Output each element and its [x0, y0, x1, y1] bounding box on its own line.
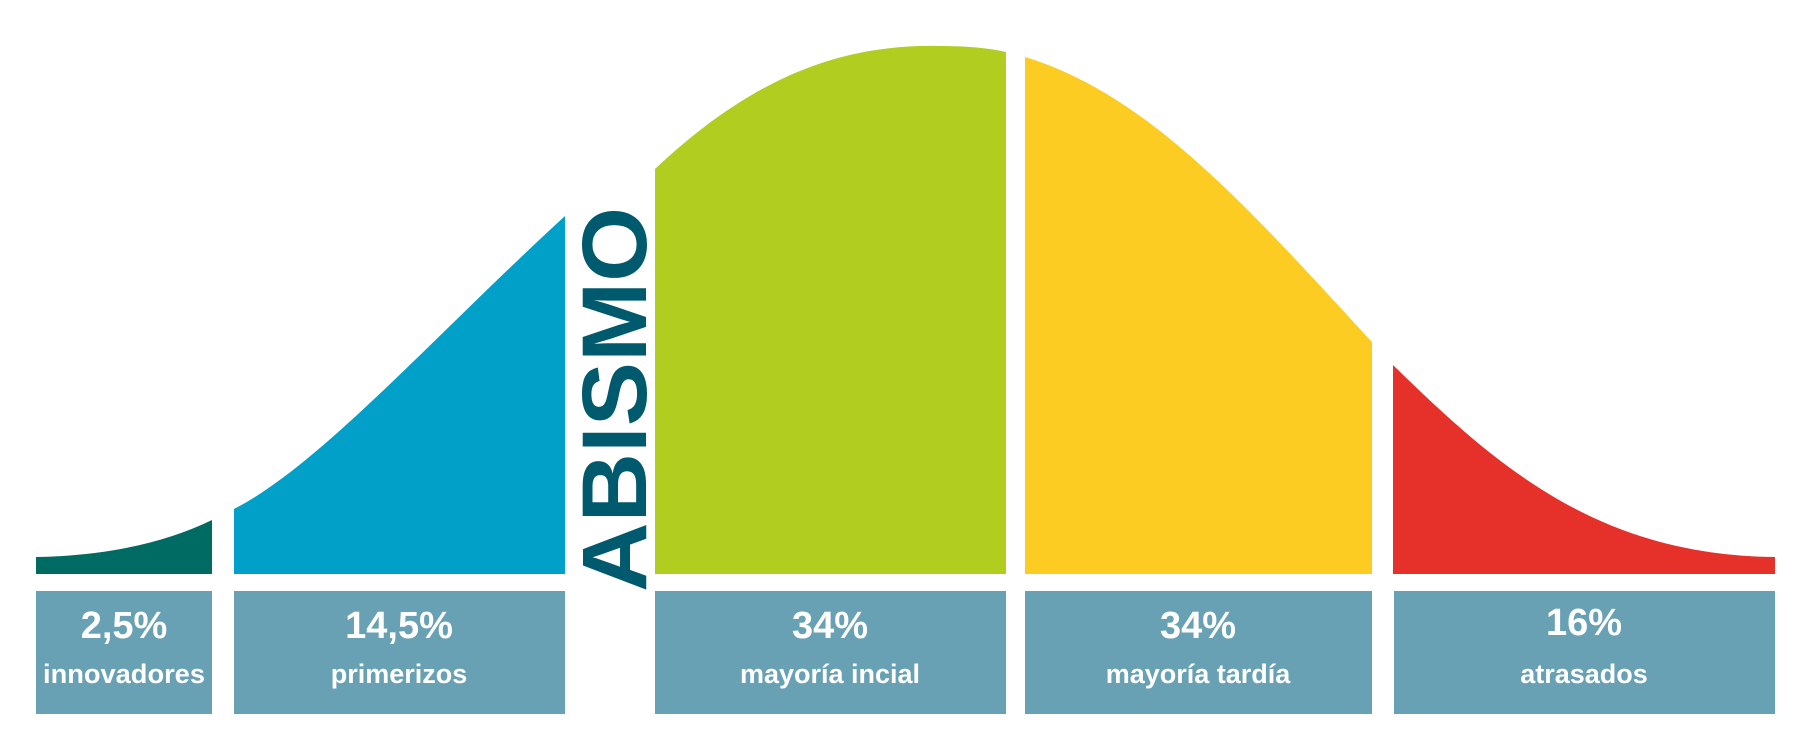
segment-percent: 34%	[792, 605, 868, 647]
segment-label: atrasados	[1520, 659, 1648, 689]
segment-box	[655, 591, 1006, 714]
segment-percent: 34%	[1160, 605, 1236, 647]
curve-segment	[655, 45, 1006, 574]
segment-percent: 2,5%	[81, 605, 168, 647]
segment-percent: 14,5%	[345, 605, 453, 647]
curve-segment	[36, 520, 212, 574]
segment-percent: 16%	[1546, 602, 1622, 644]
segment-label: primerizos	[331, 659, 468, 689]
segment-label: mayoría incial	[740, 659, 920, 689]
segment-label: innovadores	[43, 659, 205, 689]
curve-segment	[234, 216, 565, 574]
curve-segment	[1393, 365, 1775, 574]
segment-box	[234, 591, 565, 714]
abyss-label: ABISMO	[564, 207, 666, 592]
segment-box	[36, 591, 212, 714]
curve-segment	[1025, 57, 1372, 574]
segment-box	[1394, 591, 1775, 714]
segment-label: mayoría tardía	[1106, 659, 1292, 689]
segment-box	[1025, 591, 1372, 714]
